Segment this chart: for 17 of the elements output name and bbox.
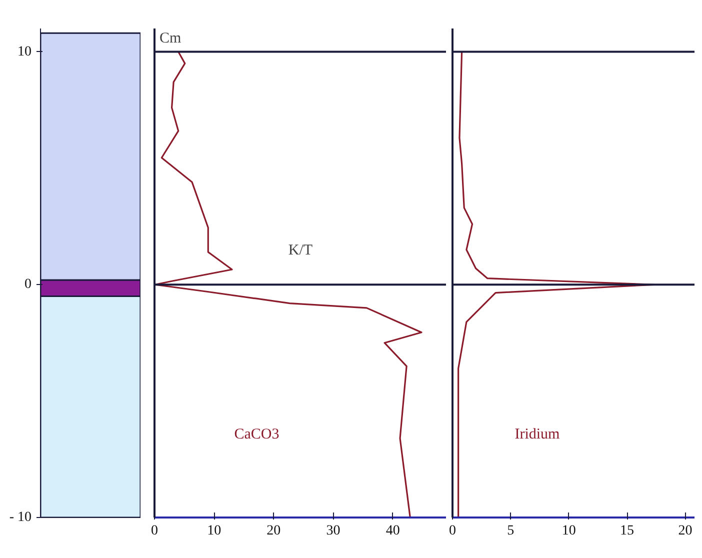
ref-line-label: K/T xyxy=(288,242,313,259)
x-tick-label: 10 xyxy=(207,524,222,538)
text: CaCO3 xyxy=(234,426,280,442)
text: Iridium xyxy=(514,426,560,442)
x-tick-label: 10 xyxy=(562,524,576,538)
y-axis-title: Cm xyxy=(160,30,182,46)
x-tick-label: 40 xyxy=(386,524,400,538)
x-tick-label: 20 xyxy=(266,524,281,538)
x-tick-label: 0 xyxy=(151,524,158,538)
x-tick-label: 5 xyxy=(507,524,514,538)
x-tick-label: 0 xyxy=(449,524,456,538)
x-tick-label: 30 xyxy=(326,524,340,538)
y-tick-label: 10 xyxy=(18,44,32,60)
x-tick-label: 20 xyxy=(678,524,692,538)
y-tick-label: 0 xyxy=(24,277,32,292)
x-tick-label: 15 xyxy=(620,524,634,538)
y-tick-label: - 10 xyxy=(9,510,32,525)
